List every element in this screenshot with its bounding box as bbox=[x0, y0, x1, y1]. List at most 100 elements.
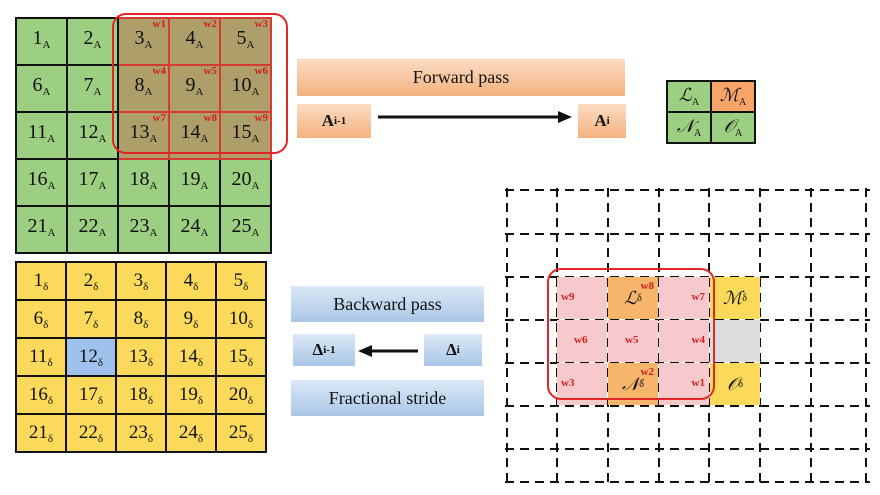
forward-grid-cell-content: 15A w9 bbox=[221, 112, 270, 158]
backward-cell-value: 12 bbox=[78, 345, 98, 367]
backward-cell-subscript: δ bbox=[193, 318, 199, 331]
forward-grid-cell-content: 16A bbox=[17, 160, 66, 205]
backward-cell-value: 20 bbox=[228, 383, 248, 405]
backward-cell-value: 22 bbox=[78, 421, 98, 443]
forward-grid-row: 6A 7A 8A w4 9A w5 10A w6 bbox=[15, 64, 272, 113]
delta-symbol: ℳ bbox=[723, 287, 743, 308]
forward-cell-subscript: A bbox=[42, 39, 51, 51]
output-cell-subscript: A bbox=[694, 128, 702, 139]
backward-grid-cell: 19δ bbox=[165, 375, 217, 415]
forward-grid-cell-content: 4A w2 bbox=[170, 18, 219, 64]
forward-cell-value: 11 bbox=[27, 121, 48, 143]
forward-cell-subscript: A bbox=[195, 39, 204, 51]
backward-cell-subscript: δ bbox=[93, 280, 99, 293]
backward-cell-subscript: δ bbox=[147, 394, 154, 407]
backward-cell-subscript: δ bbox=[247, 394, 254, 407]
backward-cell-subscript: δ bbox=[193, 280, 199, 293]
forward-grid-cell: 3A w1 bbox=[117, 17, 170, 66]
backward-grid-row: 11δ 12δ 13δ 14δ 15δ bbox=[15, 337, 267, 377]
backward-cell-subscript: δ bbox=[97, 432, 104, 445]
backward-cell-subscript: δ bbox=[247, 318, 254, 331]
backward-pass-banner: Backward pass bbox=[291, 286, 484, 322]
transposed-kernel-window bbox=[547, 268, 715, 400]
backward-cell-value: 11 bbox=[29, 345, 48, 367]
transposed-weight-label: w8 bbox=[640, 280, 654, 292]
backward-grid-cell: 22δ bbox=[65, 413, 117, 453]
forward-cell-value: 24 bbox=[180, 215, 201, 237]
forward-cell-subscript: A bbox=[200, 133, 209, 145]
forward-grid-cell-content: 17A bbox=[68, 160, 117, 205]
forward-grid-cell: 14A w8 bbox=[168, 111, 221, 160]
backward-cell-value: 18 bbox=[128, 383, 148, 405]
forward-grid-cell: 21A bbox=[15, 205, 68, 254]
forward-grid-cell-content: 10A w6 bbox=[221, 65, 270, 111]
forward-cell-value: 2 bbox=[83, 27, 94, 49]
backward-grid-row: 6δ 7δ 8δ 9δ 10δ bbox=[15, 299, 267, 339]
forward-cell-subscript: A bbox=[251, 133, 260, 145]
forward-cell-value: 15 bbox=[231, 121, 252, 143]
forward-grid-cell: 16A bbox=[15, 158, 68, 207]
delta-symbol: ℒ bbox=[624, 287, 638, 308]
forward-grid-cell: 6A bbox=[15, 64, 68, 113]
a-cur-subscript: i bbox=[606, 115, 610, 127]
forward-cell-value: 17 bbox=[78, 168, 99, 190]
forward-cell-subscript: A bbox=[251, 227, 260, 239]
backward-cell-subscript: δ bbox=[43, 318, 49, 331]
forward-cell-value: 13 bbox=[129, 121, 150, 143]
forward-arrow bbox=[378, 111, 572, 123]
kernel-weight-label: w5 bbox=[203, 65, 217, 77]
backward-pass-label: Backward pass bbox=[333, 293, 442, 314]
backward-cell-value: 5 bbox=[233, 269, 244, 291]
forward-cell-value: 14 bbox=[180, 121, 201, 143]
backward-cell-value: 2 bbox=[83, 269, 94, 291]
backward-grid-row: 21δ 22δ 23δ 24δ 25δ bbox=[15, 413, 267, 453]
backward-cell-subscript: δ bbox=[143, 318, 149, 331]
delta-symbol-subscript: δ bbox=[742, 292, 747, 304]
forward-grid-cell-content: 20A bbox=[221, 160, 270, 205]
forward-grid-cell-content: 24A bbox=[170, 207, 219, 252]
delta-symbol: 𝒪 bbox=[726, 373, 739, 394]
backward-grid-cell: 16δ bbox=[15, 375, 67, 415]
backward-cell-subscript: δ bbox=[243, 280, 249, 293]
kernel-weight-label: w7 bbox=[152, 112, 166, 124]
d-cur-symbol: Δ bbox=[446, 340, 457, 359]
forward-grid-cell-content: 19A bbox=[170, 160, 219, 205]
backward-cell-subscript: δ bbox=[47, 394, 54, 407]
backward-cell-value: 8 bbox=[133, 307, 144, 329]
kernel-weight-label: w9 bbox=[254, 112, 268, 124]
fractional-stride-banner: Fractional stride bbox=[291, 380, 484, 416]
transposed-weight-label: w3 bbox=[561, 377, 575, 389]
output-grid-cell: ℳA bbox=[710, 80, 756, 113]
backward-grid-cell: 13δ bbox=[115, 337, 167, 377]
forward-activation-grid: 1A 2A 3A w1 4A w2 5A w3 6A 7A 8A w4 9A w5 10A w6 11A 12A 1… bbox=[15, 17, 272, 254]
forward-grid-cell: 18A bbox=[117, 158, 170, 207]
forward-grid-cell: 23A bbox=[117, 205, 170, 254]
forward-grid-cell: 1A bbox=[15, 17, 68, 66]
transposed-kernel-tile: w6 bbox=[557, 320, 607, 362]
backward-cell-subscript: δ bbox=[47, 432, 54, 445]
forward-cell-subscript: A bbox=[200, 227, 209, 239]
backward-grid-cell: 24δ bbox=[165, 413, 217, 453]
backward-grid-cell: 10δ bbox=[215, 299, 267, 339]
forward-grid-cell: 10A w6 bbox=[219, 64, 272, 113]
forward-grid-cell-content: 11A bbox=[17, 113, 66, 158]
backward-grid-row: 16δ 17δ 18δ 19δ 20δ bbox=[15, 375, 267, 415]
output-cell-subscript: A bbox=[735, 128, 743, 139]
backward-grid-cell: 17δ bbox=[65, 375, 117, 415]
backward-cell-subscript: δ bbox=[247, 432, 254, 445]
kernel-weight-label: w4 bbox=[152, 65, 166, 77]
forward-grid-cell-content: 1A bbox=[17, 19, 66, 64]
forward-cell-subscript: A bbox=[200, 180, 209, 192]
backward-cell-value: 13 bbox=[128, 345, 148, 367]
backward-cell-value: 21 bbox=[28, 421, 48, 443]
delta-symbol-subscript: δ bbox=[738, 378, 744, 390]
forward-cell-value: 5 bbox=[236, 27, 247, 49]
backward-cell-value: 6 bbox=[33, 307, 44, 329]
kernel-weight-label: w8 bbox=[203, 112, 217, 124]
transposed-weight-label: w5 bbox=[625, 334, 639, 346]
forward-grid-cell-content: 13A w7 bbox=[119, 112, 168, 158]
backward-cell-subscript: δ bbox=[147, 356, 154, 369]
